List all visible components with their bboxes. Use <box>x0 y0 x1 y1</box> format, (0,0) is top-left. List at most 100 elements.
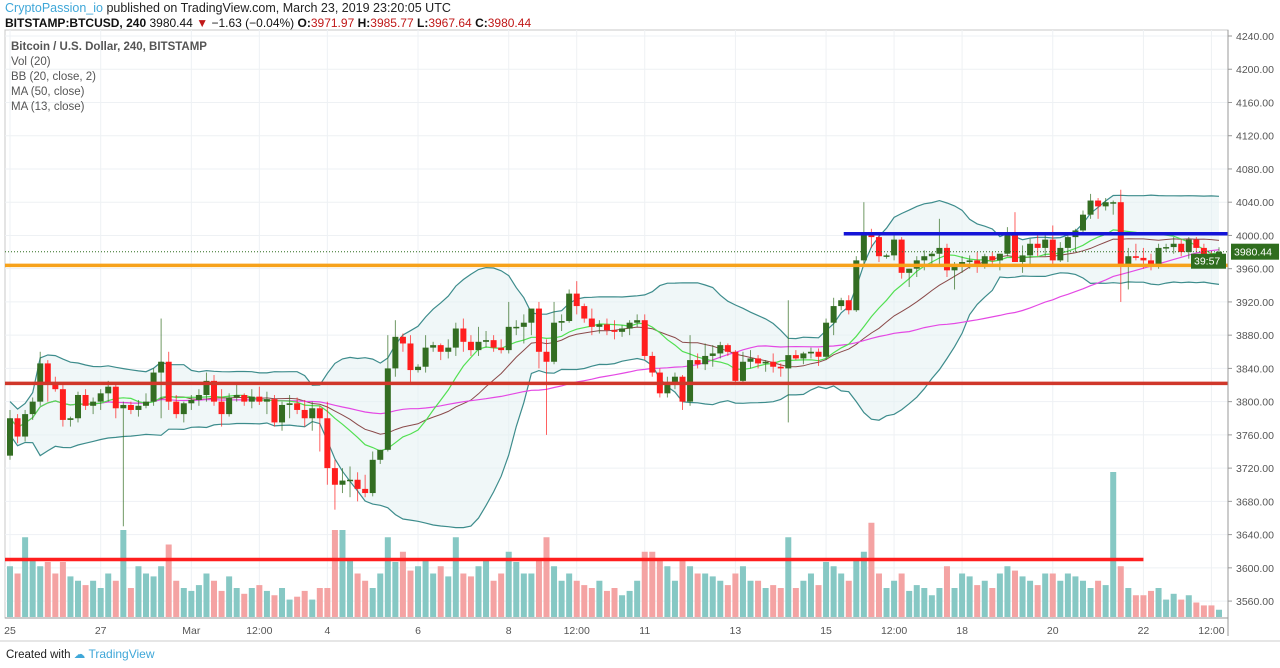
bb-fill <box>10 195 1219 528</box>
volume-bar <box>331 530 338 617</box>
legend-bb[interactable]: BB (20, close, 2) <box>11 71 97 83</box>
volume-bar <box>37 566 44 617</box>
candle <box>316 405 323 452</box>
candle-body <box>1193 239 1200 248</box>
volume-bar <box>22 537 29 617</box>
volume-bar <box>649 551 656 617</box>
candle <box>1019 245 1026 273</box>
candle <box>868 228 875 248</box>
candle-body <box>203 380 210 395</box>
candle <box>800 351 807 365</box>
candle <box>558 314 565 332</box>
candle-body <box>951 264 958 271</box>
volume-bar <box>823 561 830 617</box>
candle-body <box>498 347 505 351</box>
volume-bar <box>551 566 558 617</box>
candle <box>7 409 13 460</box>
volume-bar <box>256 585 263 617</box>
candle <box>279 401 286 431</box>
candle-body <box>830 306 837 323</box>
volume-bar <box>143 573 150 617</box>
y-tick-label: 3800.00 <box>1236 397 1274 409</box>
volume-bar <box>785 537 792 617</box>
tradingview-brand[interactable]: TradingView <box>88 647 155 661</box>
volume-bar <box>777 588 784 617</box>
volume-bar <box>173 580 180 617</box>
candle <box>1064 235 1071 263</box>
candle <box>1178 238 1185 257</box>
volume-bar <box>505 551 512 617</box>
volume-bar <box>641 551 648 617</box>
candle-body <box>112 386 119 409</box>
volume-bar <box>603 590 610 617</box>
candle <box>498 339 505 354</box>
y-tick-label: 4040.00 <box>1236 197 1274 209</box>
candle-body <box>377 449 384 460</box>
x-tick-label: 27 <box>95 625 107 637</box>
y-tick-label: 3760.00 <box>1236 430 1274 442</box>
volume-bar <box>1110 472 1117 617</box>
volume-bar <box>573 580 580 617</box>
candle-body <box>1095 200 1102 207</box>
candle <box>634 314 641 327</box>
close-value: 3980.44 <box>487 16 532 30</box>
candle <box>996 253 1003 271</box>
volume-bar <box>845 580 852 617</box>
candle <box>14 414 21 444</box>
candle-body <box>671 376 678 386</box>
candle <box>845 295 852 315</box>
candle-body <box>22 414 29 437</box>
volume-bar <box>634 580 641 617</box>
candle <box>294 397 301 415</box>
legend-ma13[interactable]: MA (13, close) <box>11 101 85 113</box>
volume-bar <box>739 566 746 617</box>
candle <box>717 341 724 359</box>
candle <box>520 314 527 344</box>
volume-bar <box>1042 573 1049 617</box>
legend-volume[interactable]: Vol (20) <box>11 56 51 68</box>
volume-bar <box>286 599 293 617</box>
candle-body <box>785 355 792 369</box>
volume-bar <box>1117 566 1124 617</box>
volume-bar <box>800 580 807 617</box>
volume-bar <box>513 561 520 617</box>
candle-body <box>966 260 973 263</box>
candle-body <box>422 347 429 367</box>
candle <box>29 397 36 420</box>
candle <box>649 351 656 377</box>
candle-body <box>528 308 535 323</box>
volume-bar <box>702 573 709 617</box>
candle <box>906 268 913 287</box>
candle <box>339 468 346 494</box>
candle-body <box>959 262 966 265</box>
candle-body <box>792 355 799 359</box>
candle <box>875 235 882 263</box>
x-tick-label: 6 <box>415 625 421 637</box>
volume-bar <box>195 585 202 617</box>
volume-bar <box>611 588 618 617</box>
volume-bar <box>316 588 323 617</box>
legend-ma50[interactable]: MA (50, close) <box>11 86 85 98</box>
volume-bar <box>362 580 369 617</box>
candle <box>180 401 187 423</box>
volume-bar <box>377 573 384 617</box>
volume-bar <box>339 530 346 617</box>
volume-bar <box>467 576 474 617</box>
volume-bar <box>596 580 603 617</box>
y-tick-label: 3640.00 <box>1236 530 1274 542</box>
author-link[interactable]: CryptoPassion_io <box>5 1 103 15</box>
candle-body <box>331 468 338 485</box>
footer: Created with ☁ TradingView <box>6 647 155 661</box>
candle <box>974 252 981 273</box>
candle <box>505 301 512 354</box>
volume-bar <box>1102 585 1109 617</box>
volume-bar <box>1019 576 1026 617</box>
candle-body <box>1064 237 1071 248</box>
candle <box>694 353 701 369</box>
volume-bar <box>158 566 165 617</box>
high-label: H: <box>357 16 371 30</box>
volume-bar <box>475 566 482 617</box>
x-tick-label: 25 <box>4 625 16 637</box>
y-tick-label: 4240.00 <box>1236 31 1274 43</box>
